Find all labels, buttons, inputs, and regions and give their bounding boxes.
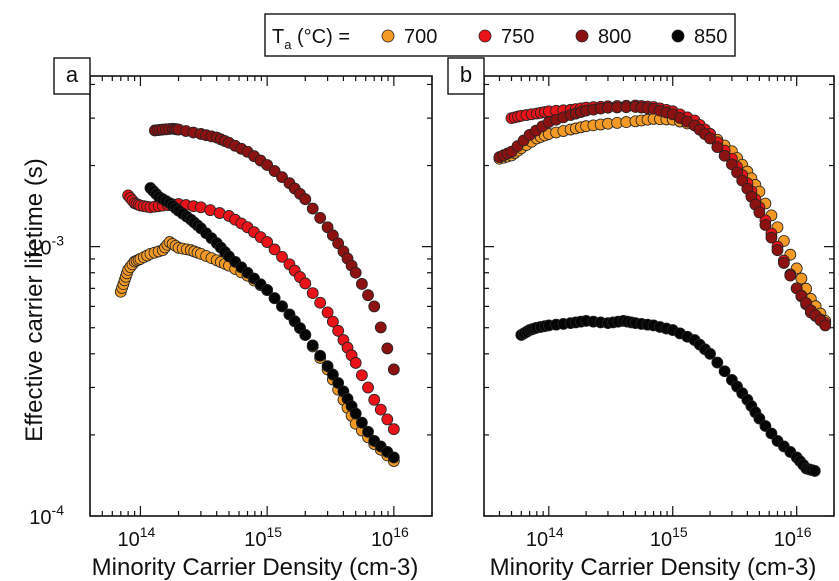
data-point [355, 369, 368, 382]
series-850 [144, 182, 400, 464]
data-point [332, 377, 345, 389]
legend-label: 750 [501, 26, 534, 48]
data-point [368, 393, 381, 406]
data-point [349, 407, 362, 420]
legend-box [264, 13, 736, 57]
legend-label: 700 [404, 26, 437, 48]
data-point [355, 416, 368, 429]
data-point [299, 277, 312, 290]
data-point [387, 451, 400, 464]
data-point [321, 360, 334, 373]
legend-marker [575, 29, 589, 43]
series-700 [493, 112, 832, 327]
panel-b: 1014 1015 1016 b Minority Carrier Density (c… [447, 57, 835, 581]
data-point [326, 315, 339, 328]
x-tick-label: 1016 [774, 524, 812, 551]
legend-entry-700: 700 [381, 26, 437, 48]
data-point [711, 356, 724, 369]
panel-label-box [447, 57, 485, 95]
panel-label-b: b [447, 57, 485, 95]
data-point [355, 278, 368, 290]
data-point [374, 403, 387, 416]
data-point [362, 381, 374, 394]
data-point [326, 368, 339, 381]
data-point [387, 363, 400, 376]
x-tick-label: 1014 [526, 524, 564, 551]
series-750 [122, 189, 400, 436]
legend-marker [381, 29, 395, 43]
data-point [306, 202, 319, 215]
legend-label: 800 [598, 26, 631, 48]
data-point [362, 289, 374, 302]
data-point [753, 206, 766, 219]
series-800 [493, 101, 832, 332]
panel-label-box [53, 57, 91, 95]
x-tick-label: 1014 [118, 524, 156, 551]
data-point [387, 423, 400, 436]
data-point [314, 296, 327, 309]
legend: Ta (°C) = 700 750 800 850 [264, 13, 736, 57]
data-point [276, 300, 288, 313]
legend-entry-800: 800 [575, 26, 631, 48]
data-point [759, 219, 772, 231]
x-tick-label: 1016 [371, 524, 409, 551]
series-850 [515, 315, 821, 477]
data-point [381, 342, 394, 355]
data-point [332, 324, 345, 337]
x-axis-title: Minority Carrier Density (cm-3) [92, 554, 419, 581]
data-point [795, 272, 808, 285]
plot-frame [483, 75, 835, 517]
data-point [704, 132, 716, 145]
data-point [314, 212, 327, 224]
panel-label-text: b [460, 62, 472, 87]
data-point [314, 349, 327, 362]
legend-entry-750: 750 [478, 26, 534, 48]
data-point [349, 266, 362, 279]
data-point [381, 413, 394, 426]
data-point [268, 243, 281, 256]
data-point [268, 292, 281, 305]
series-800 [148, 122, 400, 376]
data-point [261, 236, 274, 248]
data-point [808, 465, 821, 477]
data-point [374, 321, 387, 334]
data-point [718, 149, 731, 162]
data-point [306, 339, 319, 352]
data-point [368, 300, 381, 313]
y-tick-label: 10-4 [29, 502, 64, 529]
x-tick-label: 1015 [244, 524, 282, 551]
data-point [777, 257, 790, 269]
data-point [711, 141, 724, 154]
data-point [276, 250, 288, 263]
data-point [362, 425, 374, 438]
legend-title: Ta (°C) = [272, 26, 350, 52]
panel-label-a: a [53, 57, 91, 95]
data-point [261, 284, 274, 296]
legend-entry-850: 850 [671, 26, 727, 48]
data-point [771, 244, 784, 257]
legend-label: 850 [694, 26, 727, 48]
data-point [718, 365, 731, 378]
x-tick-label: 1015 [650, 524, 688, 551]
x-axis-title: Minority Carrier Density (cm-3) [490, 554, 817, 581]
data-point [299, 329, 312, 341]
data-point [765, 231, 778, 244]
data-point [784, 269, 797, 282]
y-axis-title: Effective carrier lifetime (s) [21, 158, 48, 442]
data-point [321, 306, 334, 319]
panel-label-text: a [66, 62, 79, 87]
data-point [299, 193, 312, 206]
legend-marker [478, 29, 492, 43]
data-point [819, 319, 832, 332]
data-point [306, 287, 319, 299]
data-point [349, 357, 362, 369]
data-point [704, 347, 716, 360]
legend-marker [671, 29, 685, 43]
